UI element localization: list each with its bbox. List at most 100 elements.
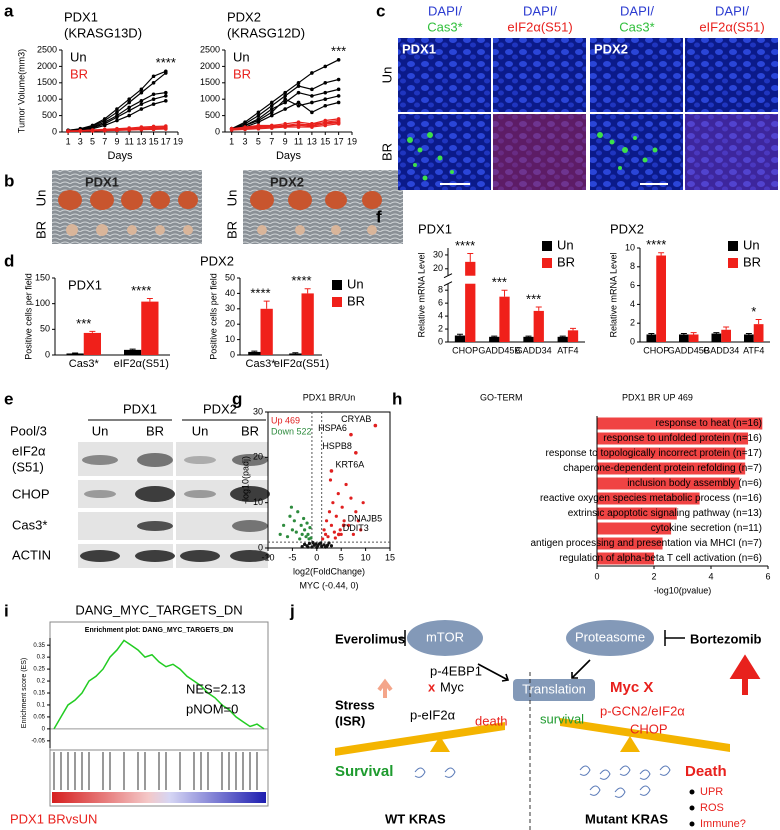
lane-label: BR: [146, 423, 164, 438]
bar: [465, 283, 476, 342]
point: [310, 100, 314, 105]
lane-label: BR: [241, 423, 259, 438]
error-bar: [745, 333, 752, 335]
y-tick-label: 500: [205, 110, 220, 120]
legend-label: Un: [70, 49, 87, 64]
error-bar: [292, 352, 299, 354]
point: [163, 71, 168, 75]
x-tick-label: GADD34: [703, 345, 739, 355]
model-label: PDX1: [123, 401, 157, 416]
y-tick-label: 0.25: [33, 667, 45, 673]
point: [151, 127, 156, 132]
point: [342, 519, 346, 523]
point: [151, 81, 156, 85]
es-line: [53, 639, 265, 730]
lane-label: Un: [92, 423, 109, 438]
x-tick-label: eIF2α(S51): [114, 358, 169, 370]
point: [127, 108, 131, 113]
x-axis-label: log2(FoldChange): [293, 566, 365, 576]
point: [359, 528, 363, 532]
plot-frame: [267, 411, 391, 549]
category-label: response to unfolded protein (n=16): [603, 433, 762, 444]
bar: [248, 351, 261, 355]
y-tick-label: 4: [630, 299, 635, 309]
arrow: [377, 678, 393, 698]
gene-label: CRYAB: [341, 414, 371, 424]
stat: pNOM=0: [186, 701, 238, 716]
x-tick-label: Cas3*: [246, 358, 277, 370]
stain-overlay: [493, 114, 586, 190]
point: [310, 87, 314, 92]
bar: [557, 336, 568, 342]
point: [256, 126, 261, 131]
significance: *: [751, 304, 756, 319]
axis-break: [443, 273, 453, 287]
panel-j: Everolimus mTOR Proteasome Bortezomib p-…: [335, 620, 762, 830]
balance-beam: [335, 722, 505, 756]
error-bar: [570, 327, 577, 331]
point: [139, 87, 144, 92]
bar: [597, 447, 746, 460]
point: [319, 541, 323, 545]
legend-swatch: [728, 258, 738, 268]
x-tick-label: 4: [708, 571, 713, 581]
point: [127, 97, 131, 101]
error-bar: [467, 253, 474, 262]
point: [296, 81, 301, 85]
category-label: extrinsic apoptotic signaling pathway (n…: [568, 508, 762, 519]
x-tick-label: Cas3*: [69, 358, 100, 370]
legend-swatch: [542, 241, 552, 251]
point: [322, 528, 326, 532]
point: [299, 523, 303, 527]
point: [309, 536, 313, 540]
y-tick-label: 0.2: [37, 679, 46, 685]
point: [283, 94, 287, 98]
point: [354, 510, 358, 514]
point: [306, 532, 310, 537]
bar: [679, 334, 689, 342]
error-bar: [146, 298, 153, 302]
y-tick-label: 50: [40, 324, 50, 334]
label: Immune?: [700, 818, 746, 830]
column-header: DAPI/: [620, 3, 654, 18]
point: [331, 501, 335, 505]
node-label: mTOR: [426, 629, 464, 644]
significance: ****: [291, 273, 311, 288]
point: [283, 107, 287, 111]
category-label: response to topologically incorrect prot…: [545, 448, 762, 459]
y-tick-label: 6: [438, 298, 443, 308]
point: [296, 100, 301, 105]
panel-label: b: [4, 171, 14, 190]
y-tick-label: 30: [225, 303, 235, 313]
node: [566, 620, 654, 656]
error-bar: [304, 288, 311, 294]
label: p-eIF2α: [410, 707, 456, 722]
point: [311, 540, 315, 545]
drug: Everolimus: [335, 631, 405, 646]
bar: [688, 334, 699, 342]
bar: [597, 552, 654, 565]
chart-title: PDX1 BR/Un: [303, 392, 356, 402]
point: [329, 544, 334, 548]
panel-label: j: [289, 601, 295, 620]
outcome: Death: [685, 763, 727, 780]
point: [329, 523, 334, 527]
x-tick-label: 13: [307, 136, 317, 146]
x-tick-label: eIF2α(S51): [274, 358, 329, 370]
significance: ***: [526, 291, 541, 306]
bar: [597, 417, 763, 430]
y-tick-label: 2500: [37, 44, 57, 54]
point: [326, 535, 330, 539]
point: [283, 97, 287, 101]
point: [256, 113, 261, 118]
model-label: PDX2: [594, 41, 628, 56]
point: [127, 113, 131, 118]
point: [294, 530, 298, 534]
column-header: eIF2α(S51): [507, 19, 572, 34]
x-tick-label: GADD45B: [478, 345, 520, 355]
panel-label: h: [392, 389, 402, 408]
panel-label: e: [4, 389, 13, 408]
node: [513, 679, 595, 701]
y-tick-label: 2000: [200, 61, 220, 71]
